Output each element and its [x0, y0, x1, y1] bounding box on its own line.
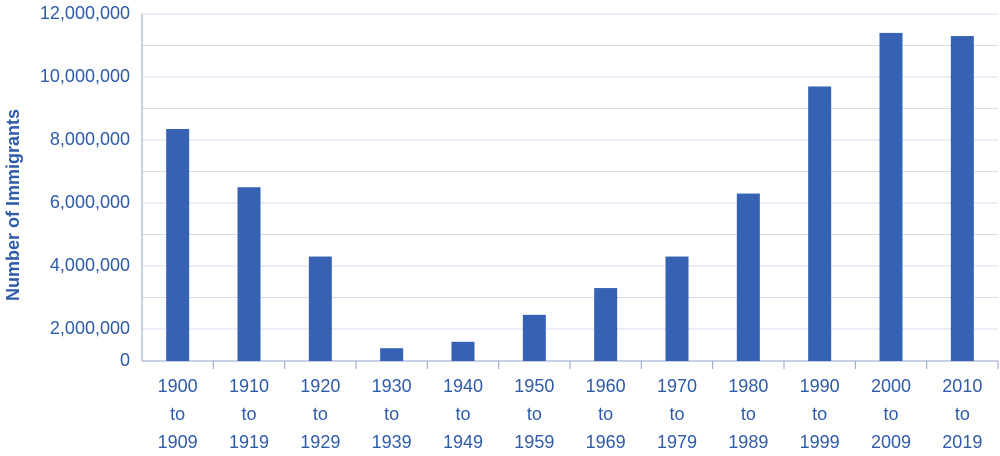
y-tick-label: 6,000,000	[50, 192, 130, 212]
y-tick-label: 2,000,000	[50, 318, 130, 338]
x-tick-label: 1910 to 1919	[228, 376, 270, 452]
bar	[451, 341, 475, 361]
bar	[166, 128, 190, 361]
bar	[736, 193, 760, 361]
y-tick-label: 12,000,000	[40, 3, 130, 23]
x-tick-label: 2010 to 2019	[942, 376, 983, 452]
bar	[308, 256, 332, 361]
bar	[237, 187, 261, 361]
bar	[380, 348, 404, 361]
bar	[808, 86, 832, 361]
bar	[522, 314, 546, 361]
x-tick-label: 1960 to 1969	[585, 376, 626, 452]
bar	[594, 288, 618, 361]
x-tick-label: 1940 to 1949	[442, 376, 484, 452]
x-tick-label: 1990 to 1999	[799, 376, 840, 452]
y-tick-label: 8,000,000	[50, 129, 130, 149]
x-tick-label: 1980 to 1989	[728, 376, 769, 452]
x-tick-label: 1950 to 1959	[514, 376, 555, 452]
x-tick-label: 1930 to 1939	[371, 376, 412, 452]
bar	[665, 256, 689, 361]
y-tick-label: 0	[120, 350, 130, 370]
y-axis-label: Number of Immigrants	[3, 109, 23, 301]
bar	[879, 32, 903, 362]
x-tick-label: 2000 to 2009	[870, 376, 912, 452]
x-tick-label: 1970 to 1979	[656, 376, 698, 452]
x-tick-label: 1900 to 1909	[157, 376, 198, 452]
bar	[950, 36, 974, 362]
y-tick-label: 4,000,000	[50, 255, 130, 275]
x-tick-label: 1920 to 1929	[300, 376, 341, 452]
y-tick-label: 10,000,000	[40, 66, 130, 86]
